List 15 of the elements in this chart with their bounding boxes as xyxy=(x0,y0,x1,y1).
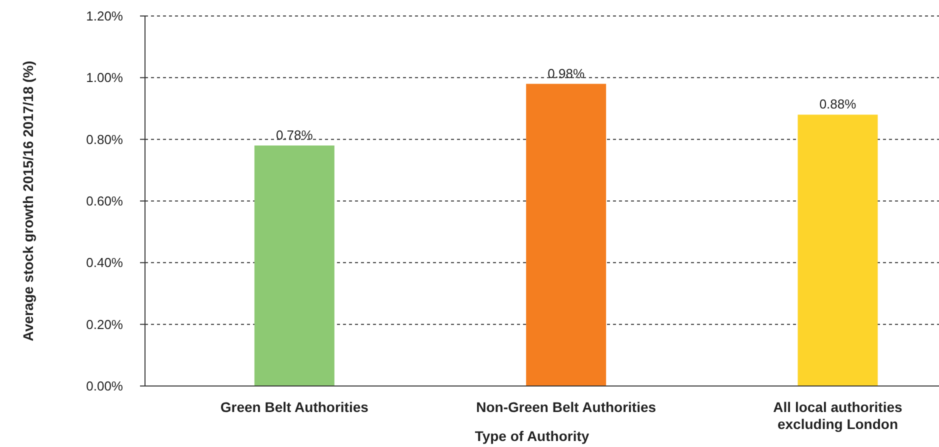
y-tick-label: 0.00% xyxy=(86,378,124,394)
y-tick-label: 0.60% xyxy=(86,194,124,209)
x-axis-title: Type of Authority xyxy=(474,428,590,444)
y-tick-label: 1.00% xyxy=(86,70,124,86)
y-axis-title: Average stock growth 2015/16 2017/18 (%) xyxy=(20,60,36,342)
y-tick-label: 1.20% xyxy=(86,8,124,24)
data-label: 0.88% xyxy=(819,96,857,112)
y-tick-label: 0.80% xyxy=(86,132,124,147)
x-tick-label: Non-Green Belt Authorities xyxy=(476,399,656,415)
data-label: 0.78% xyxy=(276,128,314,142)
y-tick-label: 0.20% xyxy=(86,316,124,332)
y-tick-label: 0.40% xyxy=(86,255,124,270)
x-tick-label: All local authorities excluding London xyxy=(773,399,903,432)
data-label: 0.98% xyxy=(548,66,585,81)
x-tick-label: Green Belt Authorities xyxy=(220,399,369,415)
